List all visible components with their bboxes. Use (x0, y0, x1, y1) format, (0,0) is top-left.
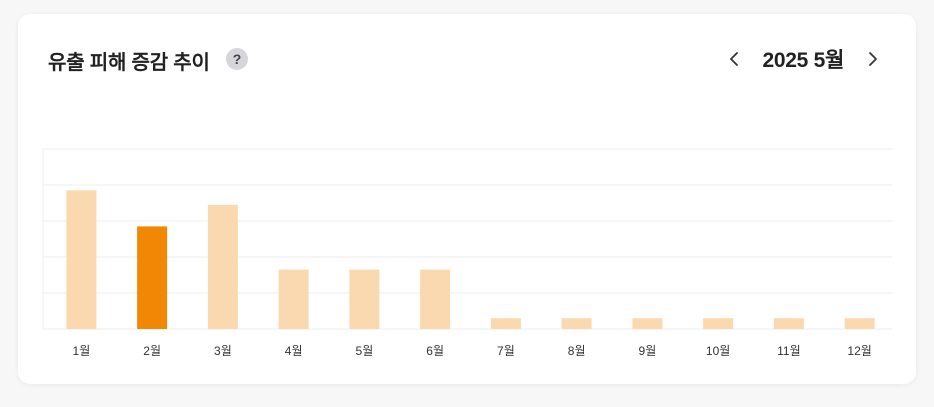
bar-6[interactable] (420, 269, 451, 329)
x-tick-label: 2월 (143, 344, 161, 358)
bar-8[interactable] (561, 318, 592, 329)
bar-1[interactable] (66, 190, 97, 329)
bar-2[interactable] (137, 226, 168, 329)
x-tick-label: 5월 (356, 344, 374, 358)
bar-chart: 1월 2월 3월 4월 5월 6월 7월 8월 9월 10월 11월 12월 (42, 148, 892, 358)
x-tick-label: 10월 (706, 344, 730, 358)
x-tick-label: 11월 (777, 344, 801, 358)
damage-trend-card: 유출 피해 증감 추이 ? 2025 5월 1월 2월 3월 4월 5월 6월 7월 8월 9월… (18, 14, 916, 384)
x-tick-label: 9월 (639, 344, 657, 358)
bar-9[interactable] (632, 318, 663, 329)
current-period: 2025 5월 (762, 49, 845, 72)
x-tick-label: 6월 (426, 344, 444, 358)
chart-title: 유출 피해 증감 추이 (48, 52, 210, 74)
bars (66, 190, 875, 329)
bar-11[interactable] (773, 318, 804, 329)
chevron-right-icon (869, 52, 877, 66)
help-icon[interactable]: ? (226, 48, 248, 70)
bar-4[interactable] (278, 269, 309, 329)
next-period-button[interactable] (858, 45, 886, 73)
chevron-left-icon (729, 52, 738, 66)
x-tick-label: 12월 (847, 344, 871, 358)
prev-period-button[interactable] (721, 45, 749, 73)
bar-12[interactable] (844, 318, 875, 329)
bar-7[interactable] (490, 318, 521, 329)
bar-3[interactable] (207, 204, 238, 329)
x-tick-label: 3월 (214, 344, 232, 358)
period-navigator: 2025 5월 (721, 42, 886, 76)
x-tick-label: 1월 (73, 344, 91, 358)
bar-5[interactable] (349, 269, 380, 329)
x-tick-label: 4월 (285, 344, 303, 358)
x-axis-ticks: 1월 2월 3월 4월 5월 6월 7월 8월 9월 10월 11월 12월 (73, 344, 872, 358)
grid-lines (42, 148, 892, 330)
x-tick-label: 8월 (568, 344, 586, 358)
bar-10[interactable] (703, 318, 734, 329)
x-tick-label: 7월 (497, 344, 515, 358)
